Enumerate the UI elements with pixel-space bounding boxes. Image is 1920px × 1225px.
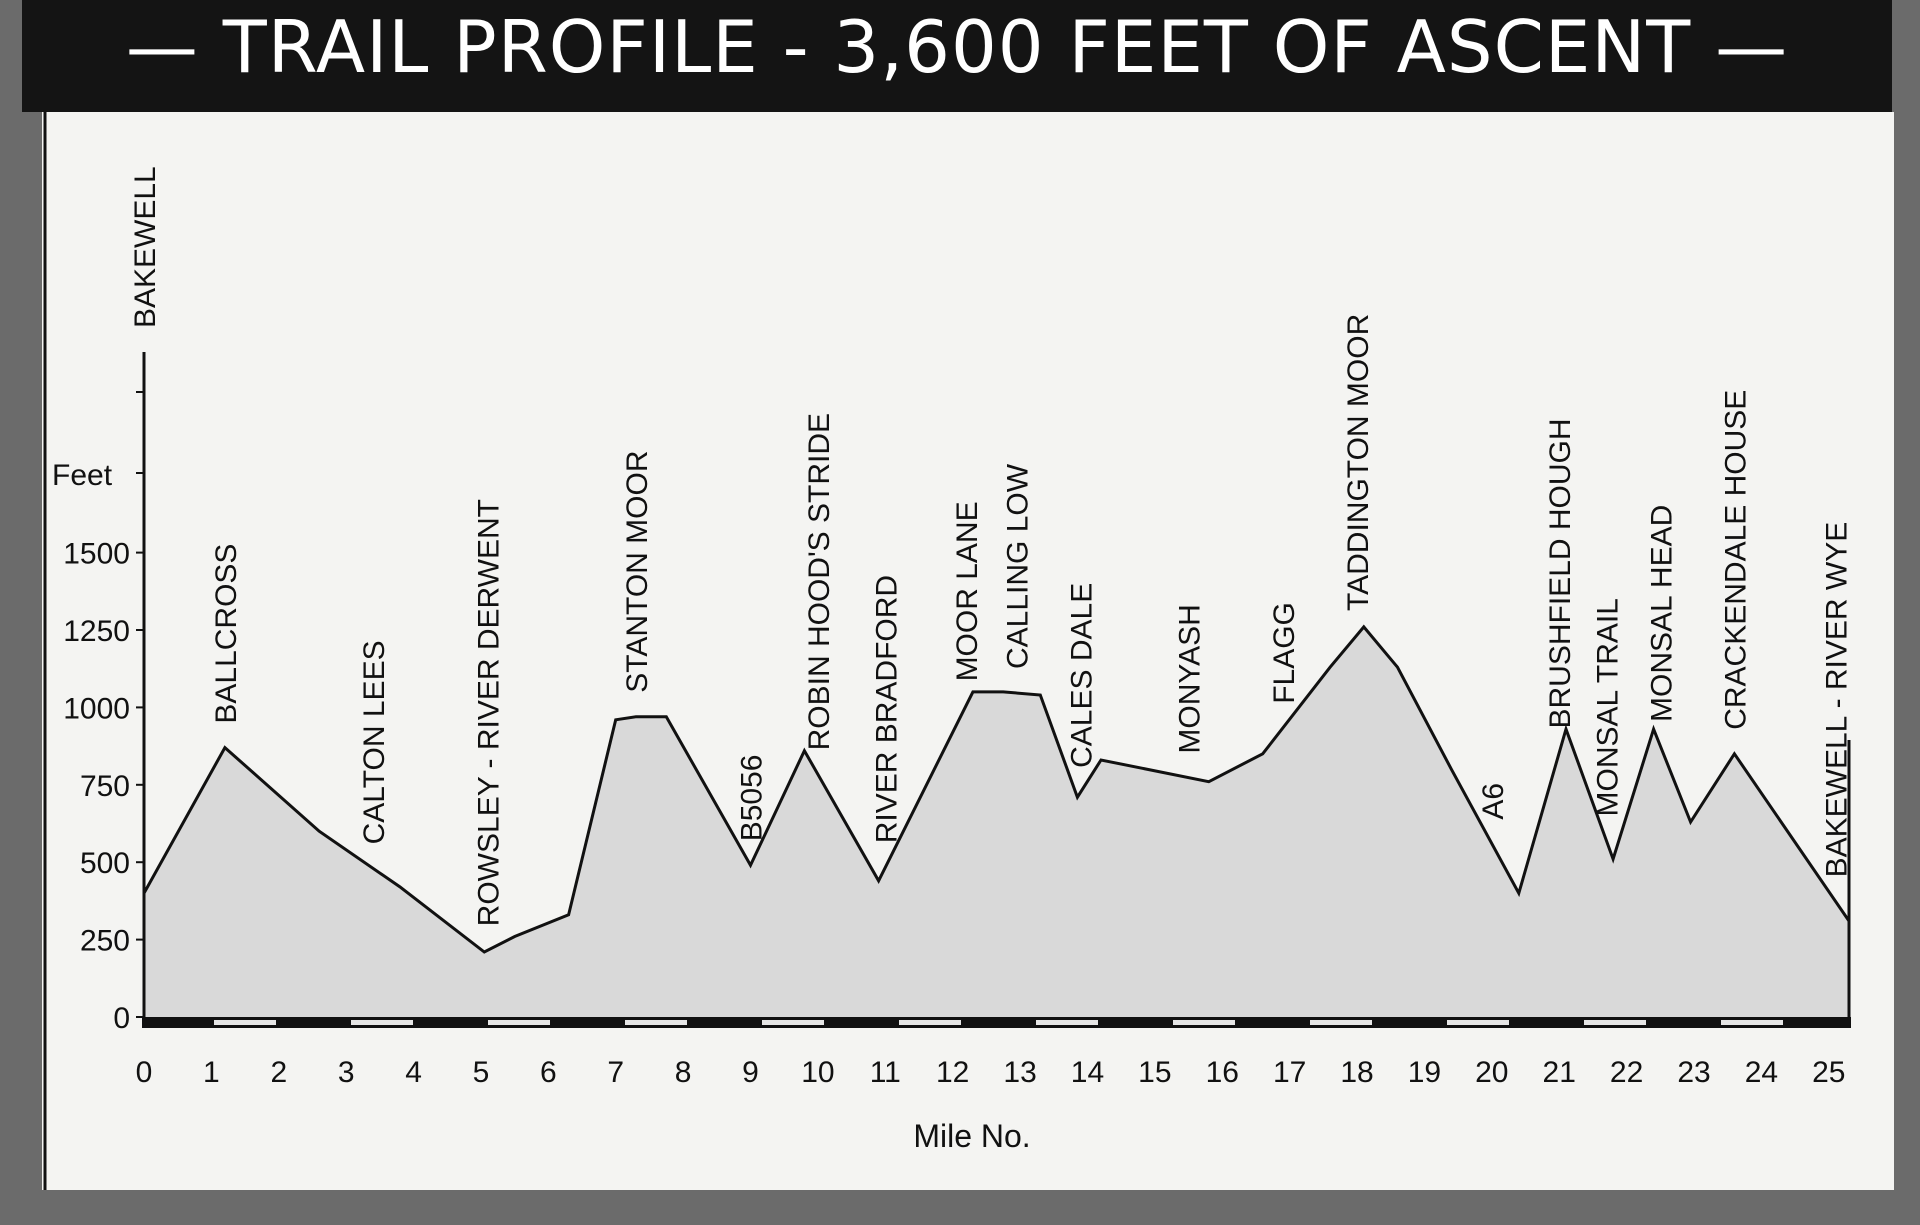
mile-axis-dash [1721, 1020, 1783, 1025]
x-tick-label: 24 [1745, 1056, 1778, 1089]
place-label: BAKEWELL - RIVER WYE [1820, 522, 1853, 878]
x-tick-label: 5 [473, 1056, 490, 1089]
place-label: CRACKENDALE HOUSE [1719, 390, 1752, 730]
x-axis-label: Mile No. [913, 1118, 1030, 1154]
y-tick-label: 500 [80, 847, 130, 880]
elevation-area [144, 626, 1849, 1017]
place-label: MONSAL TRAIL [1591, 598, 1624, 816]
place-label: ROWSLEY - RIVER DERWENT [473, 499, 506, 926]
mile-axis-dash [488, 1020, 550, 1025]
x-tick-label: 21 [1543, 1056, 1576, 1089]
place-label: BALLCROSS [210, 544, 243, 724]
place-label: BRUSHFIELD HOUGH [1544, 418, 1577, 728]
place-label: CALES DALE [1066, 583, 1099, 768]
x-tick-label: 23 [1677, 1056, 1710, 1089]
x-tick-label: 6 [540, 1056, 557, 1089]
x-tick-label: 8 [675, 1056, 692, 1089]
y-axis-label: Feet [52, 459, 113, 492]
place-label: CALTON LEES [358, 640, 391, 844]
x-tick-label: 13 [1003, 1056, 1036, 1089]
x-tick-label: 1 [203, 1056, 220, 1089]
title-bar: — TRAIL PROFILE - 3,600 FEET OF ASCENT — [22, 0, 1892, 112]
x-tick-label: 4 [405, 1056, 422, 1089]
mile-axis-dash [1036, 1020, 1098, 1025]
place-label: MONSAL HEAD [1645, 505, 1678, 722]
place-label: MONYASH [1174, 604, 1207, 753]
place-label: A6 [1477, 783, 1510, 820]
y-tick-label: 1250 [63, 615, 130, 648]
place-label: MOOR LANE [951, 501, 984, 681]
place-label: BAKEWELL [129, 166, 162, 328]
x-tick-label: 7 [607, 1056, 624, 1089]
x-tick-label: 3 [338, 1056, 355, 1089]
x-tick-label: 12 [936, 1056, 969, 1089]
mile-axis-dash [1584, 1020, 1646, 1025]
chart-panel: 0 250 500 750 1000 1250 1500 0 1 2 3 4 5 6 7 8 9 10 11 12 13… [42, 112, 1894, 1190]
x-tick-label: 10 [801, 1056, 834, 1089]
y-tick-label: 1000 [63, 692, 130, 725]
place-label: CALLING LOW [1002, 463, 1035, 669]
y-tick-label: 0 [113, 1002, 130, 1035]
place-label: TADDINGTON MOOR [1342, 314, 1375, 611]
x-tick-label: 22 [1610, 1056, 1643, 1089]
x-tick-label: 20 [1475, 1056, 1508, 1089]
place-label: FLAGG [1268, 602, 1301, 704]
mile-axis-dash [1173, 1020, 1235, 1025]
mile-axis-dash [351, 1020, 413, 1025]
place-label: RIVER BRADFORD [870, 575, 903, 843]
elevation-line [142, 624, 1851, 954]
x-tick-label: 2 [270, 1056, 287, 1089]
x-tick-label: 18 [1340, 1056, 1373, 1089]
mile-axis-bar [142, 1017, 1851, 1028]
x-tick-label: 16 [1206, 1056, 1239, 1089]
mile-axis-dash [899, 1020, 961, 1025]
x-tick-label: 9 [742, 1056, 759, 1089]
place-label: B5056 [735, 755, 768, 842]
x-tick-label: 0 [136, 1056, 153, 1089]
y-tick-label: 250 [80, 925, 130, 958]
y-tick-label: 1500 [63, 538, 130, 571]
x-tick-label: 17 [1273, 1056, 1306, 1089]
x-tick-label: 19 [1408, 1056, 1441, 1089]
y-tick-label: 750 [80, 770, 130, 803]
mile-axis-dash [214, 1020, 276, 1025]
place-label: STANTON MOOR [621, 451, 654, 693]
place-label: ROBIN HOOD'S STRIDE [803, 413, 836, 750]
x-tick-label: 15 [1138, 1056, 1171, 1089]
x-tick-label: 11 [870, 1056, 901, 1089]
x-tick-label: 25 [1812, 1056, 1845, 1089]
mile-axis-dash [625, 1020, 687, 1025]
mile-axis-dash [762, 1020, 824, 1025]
chart-title: — TRAIL PROFILE - 3,600 FEET OF ASCENT — [125, 5, 1789, 89]
x-tick-label: 14 [1071, 1056, 1104, 1089]
mile-axis-dash [1447, 1020, 1509, 1025]
mile-axis-dash [1310, 1020, 1372, 1025]
